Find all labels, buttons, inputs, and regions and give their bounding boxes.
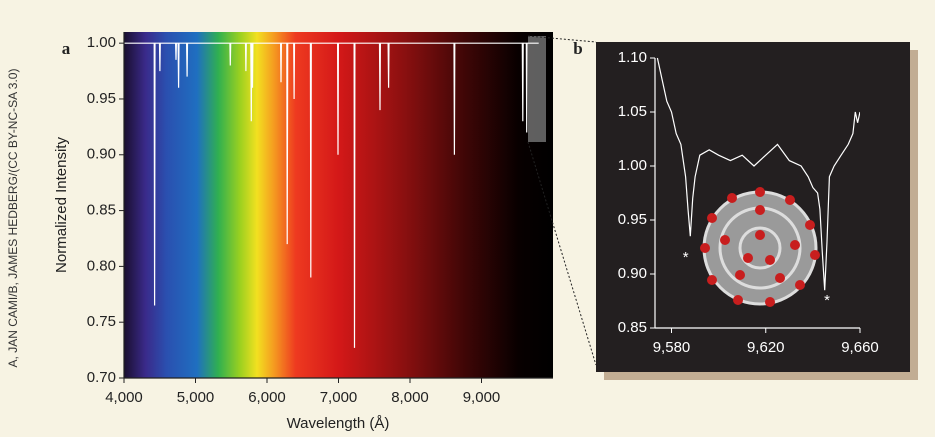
x-tick-label: 9,660 <box>841 339 879 356</box>
zoom-line <box>527 141 597 366</box>
x-tick-label: 6,000 <box>248 389 286 406</box>
y-tick-label: 1.00 <box>618 157 647 174</box>
panel-label: a <box>62 39 71 58</box>
annotation: * <box>824 292 830 309</box>
panel-label: b <box>573 39 582 58</box>
y-tick-label: 0.85 <box>618 319 647 336</box>
x-tick-label: 8,000 <box>391 389 429 406</box>
x-tick-label: 9,580 <box>653 339 691 356</box>
y-axis-title: Normalized Intensity <box>53 137 70 273</box>
annotation: * <box>683 249 689 266</box>
x-tick-label: 7,000 <box>320 389 358 406</box>
spectrum-line <box>656 57 860 291</box>
y-tick-label: 0.80 <box>87 257 116 274</box>
zoom-line <box>527 35 597 43</box>
x-tick-label: 4,000 <box>105 389 143 406</box>
y-tick-label: 0.90 <box>87 146 116 163</box>
y-tick-label: 1.10 <box>618 49 647 66</box>
y-tick-label: 0.75 <box>87 313 116 330</box>
x-tick-label: 5,000 <box>177 389 215 406</box>
x-axis-title: Wavelength (Å) <box>287 415 390 432</box>
y-tick-label: 0.85 <box>87 202 116 219</box>
x-tick-label: 9,620 <box>747 339 785 356</box>
y-tick-label: 1.00 <box>87 34 116 51</box>
y-tick-label: 0.90 <box>618 265 647 282</box>
y-tick-label: 0.70 <box>87 369 116 386</box>
zoom-box <box>528 36 546 142</box>
credit: A, JAN CAMI/B, JAMES HEDBERG/(CC BY-NC-S… <box>6 69 20 368</box>
y-tick-label: 0.95 <box>87 90 116 107</box>
fullerene <box>700 187 820 307</box>
spectrum-line <box>124 42 539 348</box>
x-tick-label: 9,000 <box>463 389 501 406</box>
y-tick-label: 1.05 <box>618 103 647 120</box>
y-tick-label: 0.95 <box>618 211 647 228</box>
